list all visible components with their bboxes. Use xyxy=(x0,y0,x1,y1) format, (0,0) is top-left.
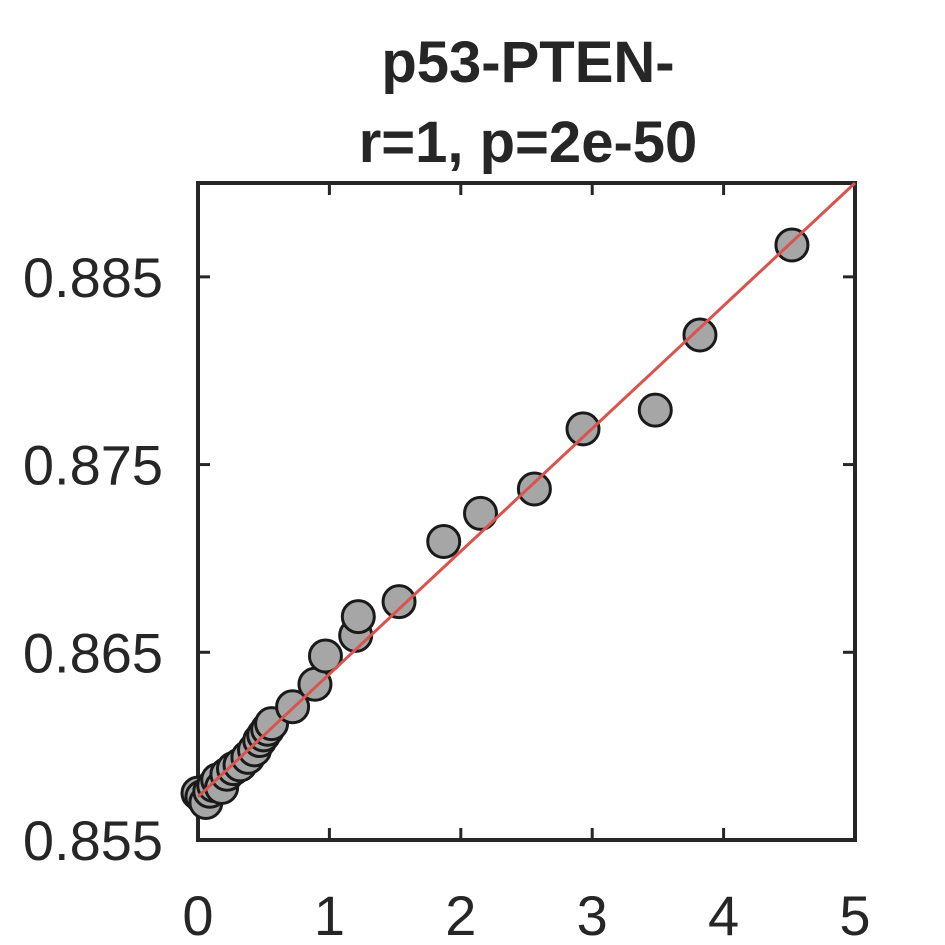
fit-line xyxy=(196,181,857,798)
y-tick-label: 0.855 xyxy=(23,809,163,872)
x-tick-label: 4 xyxy=(708,884,739,945)
data-point xyxy=(307,638,343,674)
y-tick-label: 0.865 xyxy=(23,621,163,684)
chart-title-line-2: r=1, p=2e-50 xyxy=(359,110,698,175)
data-point xyxy=(516,471,552,507)
x-tick-label: 3 xyxy=(577,884,608,945)
data-point xyxy=(565,411,601,447)
x-tick-label: 0 xyxy=(182,884,213,945)
data-point xyxy=(682,317,718,353)
data-point xyxy=(340,599,376,635)
plot-area: 0 1 2 3 4 5 0.855 0.865 0.875 0.885 xyxy=(23,181,871,945)
y-tick-label: 0.875 xyxy=(23,434,163,497)
axes-box xyxy=(196,181,857,842)
data-point xyxy=(381,584,417,620)
data-point xyxy=(463,495,499,531)
chart-title-line-1: p53-PTEN- xyxy=(381,30,674,95)
x-tick-label: 5 xyxy=(839,884,870,945)
data-point xyxy=(637,392,673,428)
data-point xyxy=(774,227,810,263)
data-point xyxy=(426,524,462,560)
y-tick-label: 0.885 xyxy=(23,246,163,309)
x-tick-label: 2 xyxy=(445,884,476,945)
x-tick-label: 1 xyxy=(314,884,345,945)
